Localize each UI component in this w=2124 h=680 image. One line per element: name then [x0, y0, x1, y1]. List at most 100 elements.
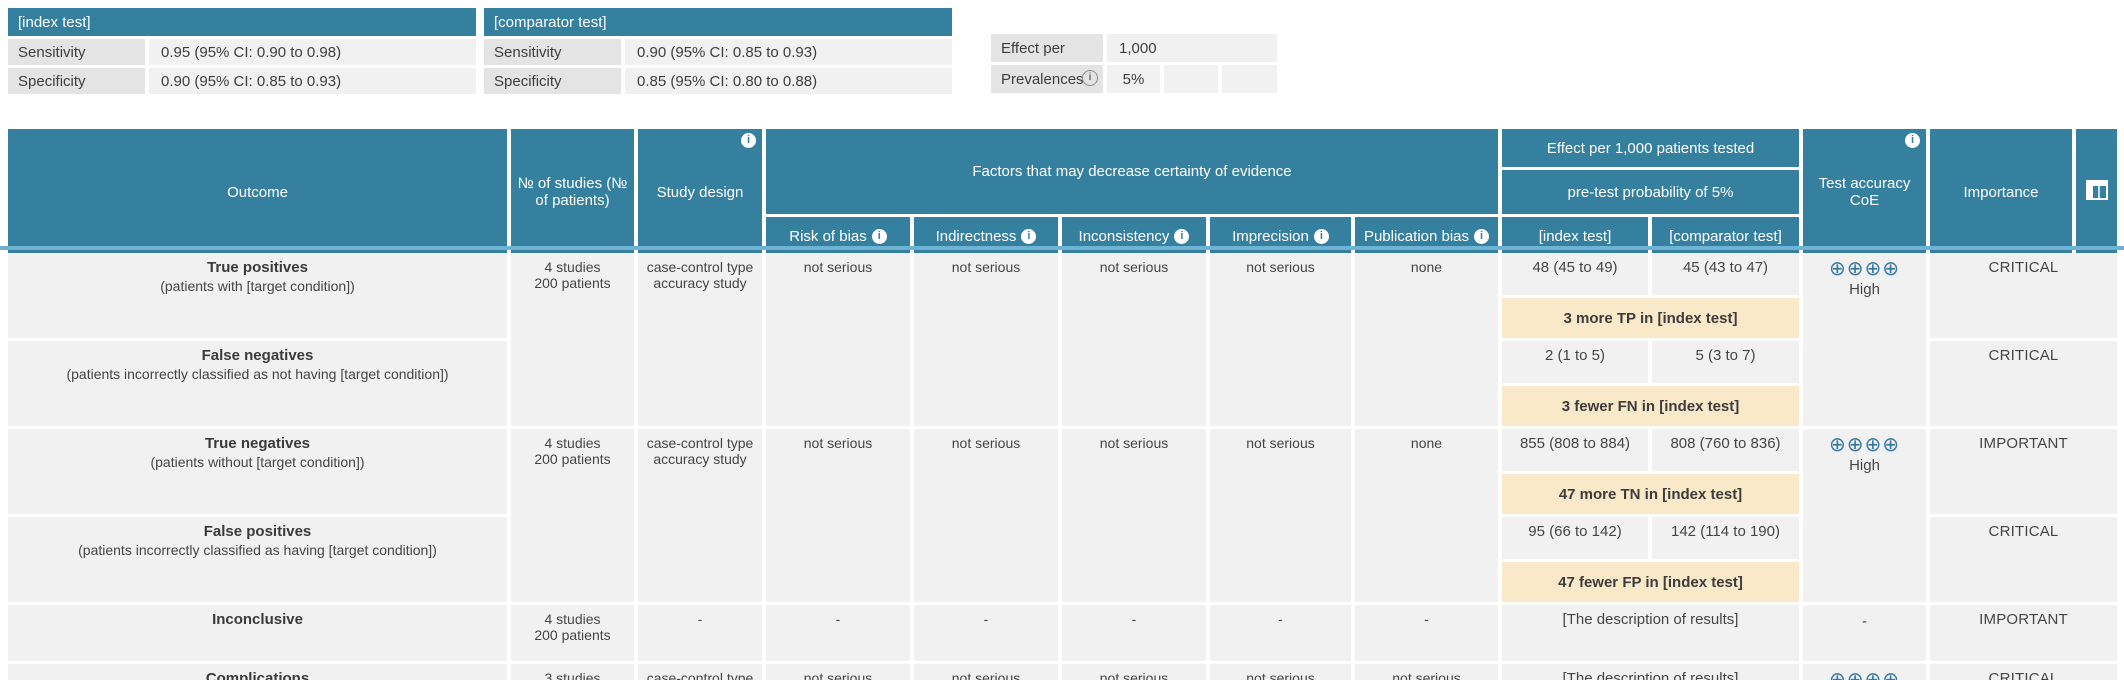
outcome-header: Outcome [8, 129, 507, 255]
indirectness-cell[interactable]: not serious [914, 253, 1058, 426]
outcome-cell-inconclusive[interactable]: Inconclusive [8, 605, 507, 661]
index-test-title: [index test] [8, 8, 476, 36]
outcome-cell-true-negatives[interactable]: True negatives (patients without [target… [8, 429, 507, 514]
test-accuracy-coe-cell[interactable]: ⊕⊕⊕⊕ High [1803, 253, 1926, 426]
difference-highlight: 3 fewer FN in [index test] [1502, 386, 1799, 426]
info-icon[interactable]: i [1021, 229, 1037, 245]
outcome-cell-true-positives[interactable]: True positives (patients with [target co… [8, 253, 507, 338]
table-row: Sensitivity 0.90 (95% CI: 0.85 to 0.93) [484, 39, 952, 65]
coe-circles-icon: ⊕⊕⊕⊕ [1828, 258, 1901, 280]
study-design-cell[interactable]: case-control type accuracy study [638, 664, 762, 680]
results-description-cell[interactable]: [The description of results] [1502, 664, 1799, 680]
info-icon[interactable]: i [1313, 229, 1329, 245]
info-icon[interactable]: i [1174, 229, 1190, 245]
difference-highlight: 47 more TN in [index test] [1502, 474, 1799, 514]
effect-group-header: Effect per 1,000 patients tested [1502, 129, 1799, 167]
info-icon[interactable]: i [1905, 133, 1920, 148]
prevalence-input-3[interactable] [1222, 65, 1277, 93]
difference-highlight: 3 more TP in [index test] [1502, 298, 1799, 338]
table-row: Effect per 1,000 [991, 34, 1277, 62]
importance-cell[interactable]: CRITICAL [1930, 664, 2118, 680]
outcome-cell-complications[interactable]: Complications [8, 664, 507, 680]
studies-cell[interactable]: 3 studies 200 patients [511, 664, 634, 680]
prevalences-label: Prevalences i [991, 65, 1103, 93]
info-icon[interactable]: i [741, 133, 756, 148]
study-design-cell[interactable]: - [638, 605, 762, 661]
table-row: 3 fewer FN in [index test] [8, 386, 2117, 426]
index-test-value: 95 (66 to 142) [1502, 517, 1648, 559]
comparator-test-summary-table: [comparator test] Sensitivity 0.90 (95% … [480, 5, 956, 97]
importance-cell[interactable]: CRITICAL [1930, 253, 2118, 338]
table-row: Inconclusive 4 studies 200 patients - - … [8, 605, 2118, 661]
index-test-summary-table: [index test] Sensitivity 0.95 (95% CI: 0… [4, 5, 480, 97]
sensitivity-value[interactable]: 0.95 (95% CI: 0.90 to 0.98) [149, 39, 476, 65]
comparator-test-value: 45 (43 to 47) [1652, 253, 1799, 295]
publication-bias-cell[interactable]: not serious [1355, 664, 1498, 680]
outcome-cell-false-positives[interactable]: False positives (patients incorrectly cl… [8, 517, 507, 602]
publication-bias-cell[interactable]: none [1355, 429, 1498, 602]
prevalence-input-2[interactable] [1164, 65, 1218, 93]
indirectness-cell[interactable]: - [914, 605, 1058, 661]
effect-per-label: Effect per [991, 34, 1103, 62]
comparator-test-value: 142 (114 to 190) [1652, 517, 1799, 559]
test-accuracy-coe-cell[interactable]: - [1803, 605, 1926, 661]
study-design-cell[interactable]: case-control type accuracy study [638, 429, 762, 602]
indirectness-cell[interactable]: not serious [914, 429, 1058, 602]
coe-circles-icon: ⊕⊕⊕⊕ [1828, 434, 1901, 456]
coe-circles-icon: ⊕⊕⊕⊕ [1828, 669, 1901, 680]
table-row: False negatives (patients incorrectly cl… [8, 341, 2118, 426]
study-design-cell[interactable]: case-control type accuracy study [638, 253, 762, 426]
table-row: True negatives (patients without [target… [8, 429, 2118, 602]
studies-cell[interactable]: 4 studies 200 patients [511, 253, 634, 426]
imprecision-cell[interactable]: not serious [1210, 429, 1351, 602]
risk-of-bias-cell[interactable]: not serious [766, 664, 910, 680]
publication-bias-cell[interactable]: none [1355, 253, 1498, 426]
sensitivity-value[interactable]: 0.90 (95% CI: 0.85 to 0.93) [625, 39, 952, 65]
results-description-cell[interactable]: [The description of results] [1502, 605, 1799, 661]
table-row: 47 fewer FP in [index test] [8, 562, 2117, 602]
comparator-test-title: [comparator test] [484, 8, 952, 36]
prevalence-input-1[interactable]: 5% [1107, 65, 1160, 93]
risk-of-bias-cell[interactable]: - [766, 605, 910, 661]
difference-highlight: 47 fewer FP in [index test] [1502, 562, 1799, 602]
studies-cell[interactable]: 4 studies 200 patients [511, 605, 634, 661]
info-icon[interactable]: i [1082, 70, 1098, 86]
risk-of-bias-cell[interactable]: not serious [766, 429, 910, 602]
table-settings-column-header[interactable] [2076, 129, 2117, 255]
importance-cell[interactable]: CRITICAL [1930, 517, 2118, 602]
factors-group-header: Factors that may decrease certainty of e… [766, 129, 1498, 214]
importance-cell[interactable]: CRITICAL [1930, 341, 2118, 426]
publication-bias-cell[interactable]: - [1355, 605, 1498, 661]
test-accuracy-coe-cell[interactable]: ⊕⊕⊕⊕ High [1803, 429, 1926, 602]
test-accuracy-coe-header: Test accuracy CoE i [1803, 129, 1926, 255]
test-accuracy-coe-cell[interactable]: ⊕⊕⊕⊕ High [1803, 664, 1926, 680]
inconsistency-cell[interactable]: - [1062, 605, 1206, 661]
evidence-table-body: True positives (patients with [target co… [4, 250, 2121, 680]
outcome-cell-false-negatives[interactable]: False negatives (patients incorrectly cl… [8, 341, 507, 426]
importance-cell[interactable]: IMPORTANT [1930, 605, 2118, 661]
specificity-value[interactable]: 0.90 (95% CI: 0.85 to 0.93) [149, 68, 476, 94]
index-test-value: 2 (1 to 5) [1502, 341, 1648, 383]
info-icon[interactable]: i [1474, 229, 1490, 245]
specificity-label: Specificity [484, 68, 621, 94]
evidence-table-header: Outcome № of studies (№ of patients) Stu… [4, 126, 2121, 258]
inconsistency-cell[interactable]: not serious [1062, 664, 1206, 680]
table-row: Sensitivity 0.95 (95% CI: 0.90 to 0.98) [8, 39, 476, 65]
specificity-value[interactable]: 0.85 (95% CI: 0.80 to 0.88) [625, 68, 952, 94]
importance-cell[interactable]: IMPORTANT [1930, 429, 2118, 514]
imprecision-cell[interactable]: - [1210, 605, 1351, 661]
comparator-test-value: 5 (3 to 7) [1652, 341, 1799, 383]
imprecision-cell[interactable]: not serious [1210, 253, 1351, 426]
specificity-label: Specificity [8, 68, 145, 94]
indirectness-cell[interactable]: not serious [914, 664, 1058, 680]
comparator-test-value: 808 (760 to 836) [1652, 429, 1799, 471]
study-design-header: Study design i [638, 129, 762, 255]
studies-cell[interactable]: 4 studies 200 patients [511, 429, 634, 602]
info-icon[interactable]: i [871, 229, 887, 245]
inconsistency-cell[interactable]: not serious [1062, 253, 1206, 426]
risk-of-bias-cell[interactable]: not serious [766, 253, 910, 426]
inconsistency-cell[interactable]: not serious [1062, 429, 1206, 602]
importance-header: Importance [1930, 129, 2072, 255]
effect-per-input[interactable]: 1,000 [1107, 34, 1277, 62]
imprecision-cell[interactable]: not serious [1210, 664, 1351, 680]
